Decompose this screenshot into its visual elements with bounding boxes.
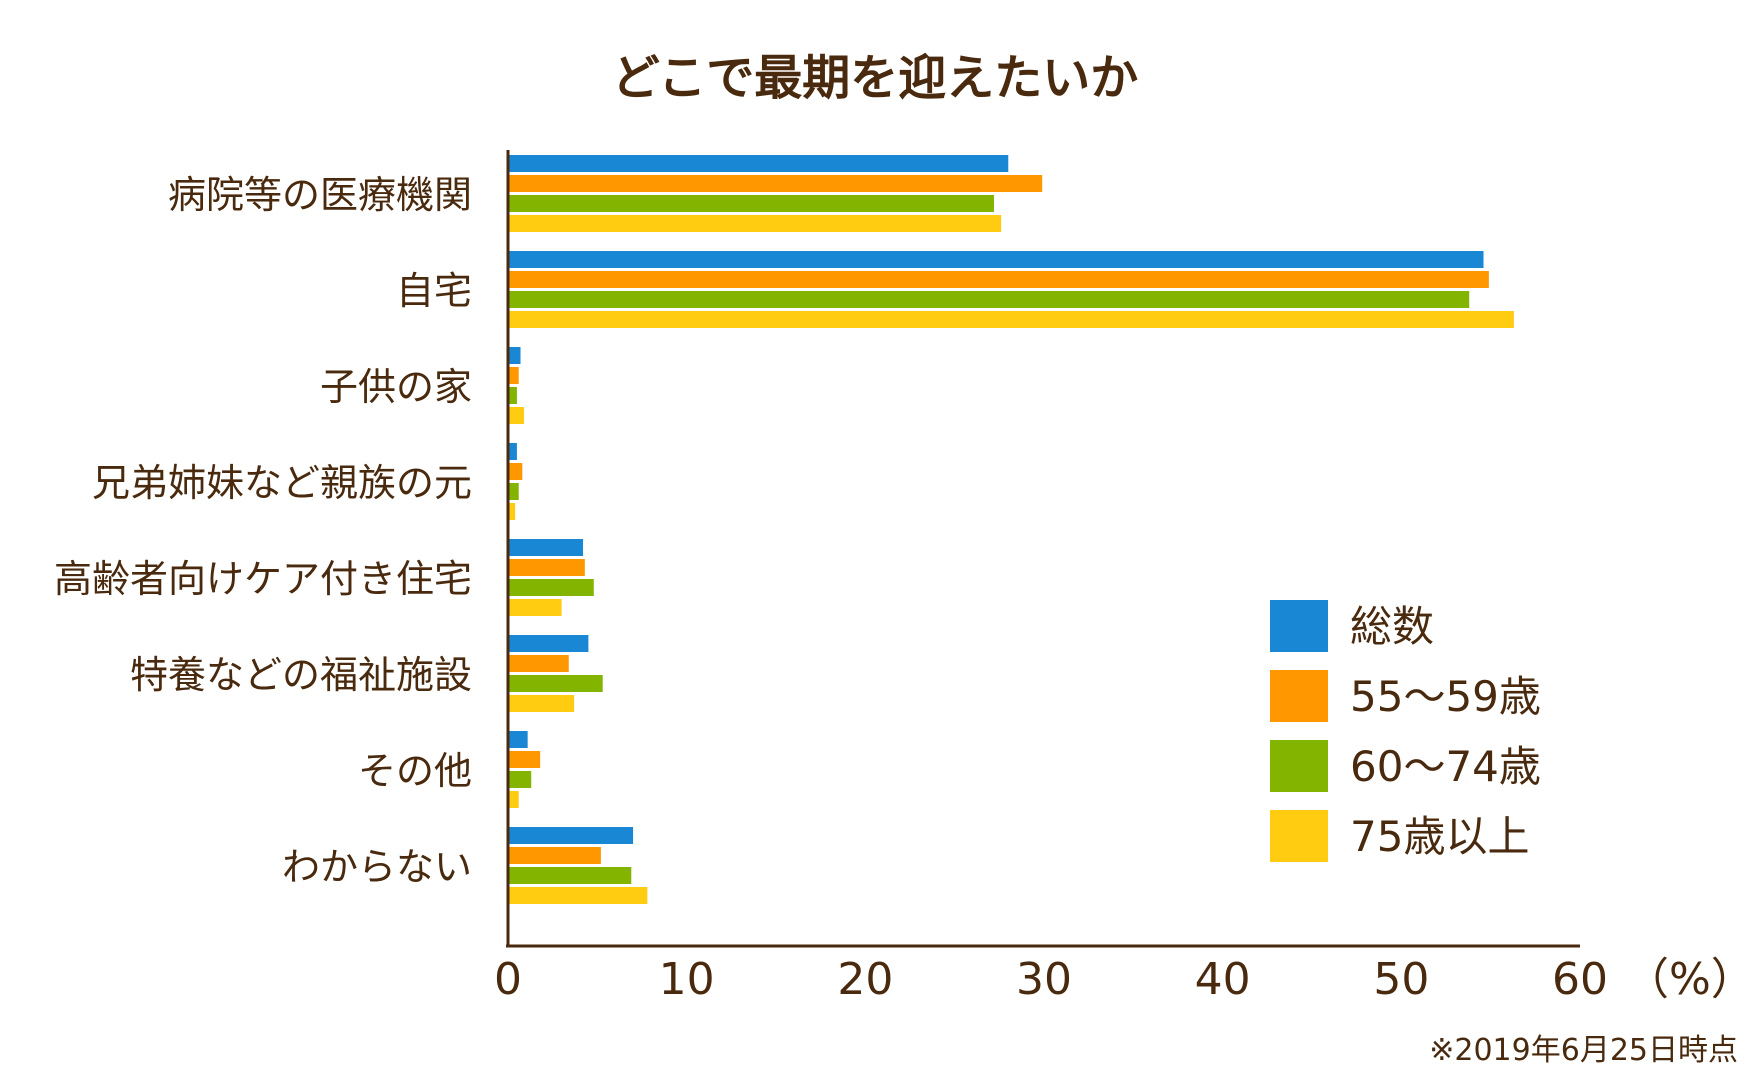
category-label: 特養などの福祉施設 [130, 653, 472, 697]
bar-3-series-1 [508, 347, 521, 364]
bar-2-series-2 [508, 271, 1489, 288]
bar-6-series-3 [508, 675, 603, 692]
x-tick-label: 0 [494, 954, 522, 1005]
x-tick-label: 30 [1016, 954, 1072, 1005]
legend-swatch [1270, 810, 1328, 862]
bar-8-series-3 [508, 867, 632, 884]
x-tick-label: 40 [1195, 954, 1251, 1005]
category-label: 兄弟姉妹など親族の元 [92, 461, 472, 505]
bar-5-series-1 [508, 539, 584, 556]
category-label: 病院等の医療機関 [168, 173, 472, 217]
bar-4-series-2 [508, 463, 523, 480]
x-tick-label: 50 [1373, 954, 1429, 1005]
legend-label: 55～59歳 [1350, 672, 1541, 721]
legend-label: 75歳以上 [1350, 812, 1529, 861]
bar-7-series-3 [508, 771, 532, 788]
legend-swatch [1270, 600, 1328, 652]
bar-7-series-1 [508, 731, 528, 748]
bar-2-series-1 [508, 251, 1484, 268]
bar-5-series-4 [508, 599, 562, 616]
category-label: 自宅 [396, 269, 472, 313]
bar-3-series-3 [508, 387, 517, 404]
bar-2-series-3 [508, 291, 1470, 308]
category-label: その他 [358, 749, 472, 793]
bar-5-series-3 [508, 579, 594, 596]
category-label: 高齢者向けケア付き住宅 [54, 557, 472, 601]
bar-4-series-1 [508, 443, 517, 460]
bar-6-series-2 [508, 655, 569, 672]
bar-8-series-4 [508, 887, 648, 904]
footnote: ※2019年6月25日時点 [1429, 1033, 1738, 1068]
bar-3-series-2 [508, 367, 519, 384]
bars-group [508, 155, 1514, 904]
legend-swatch [1270, 740, 1328, 792]
bar-4-series-3 [508, 483, 519, 500]
bar-1-series-3 [508, 195, 994, 212]
x-tick-label: 20 [837, 954, 893, 1005]
x-tick-labels: 0 10 20 30 40 50 60 [494, 954, 1608, 1005]
x-tick-label: 10 [659, 954, 715, 1005]
legend-label: 60～74歳 [1350, 742, 1541, 791]
bar-1-series-1 [508, 155, 1009, 172]
category-labels: 病院等の医療機関自宅子供の家兄弟姉妹など親族の元高齢者向けケア付き住宅特養などの… [54, 173, 472, 889]
bar-7-series-4 [508, 791, 519, 808]
bar-4-series-4 [508, 503, 516, 520]
bar-2-series-4 [508, 311, 1514, 328]
category-label: 子供の家 [320, 365, 472, 409]
bar-6-series-4 [508, 695, 575, 712]
x-tick-label: 60 [1552, 954, 1608, 1005]
bar-7-series-2 [508, 751, 541, 768]
bar-1-series-2 [508, 175, 1043, 192]
bar-1-series-4 [508, 215, 1002, 232]
x-unit-label: （%） [1625, 954, 1750, 1005]
bar-3-series-4 [508, 407, 525, 424]
legend-swatch [1270, 670, 1328, 722]
legend: 総数 55～59歳 60～74歳 75歳以上 [1270, 600, 1541, 862]
legend-label: 総数 [1350, 602, 1434, 651]
bar-6-series-1 [508, 635, 589, 652]
bar-8-series-2 [508, 847, 601, 864]
bar-5-series-2 [508, 559, 585, 576]
chart-title: どこで最期を迎えたいか [611, 50, 1139, 106]
bar-8-series-1 [508, 827, 634, 844]
category-label: わからない [282, 845, 472, 889]
